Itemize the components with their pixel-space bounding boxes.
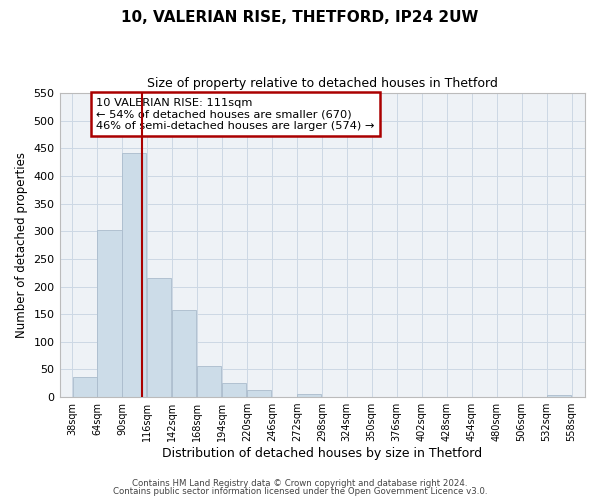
Bar: [247, 390, 271, 397]
Bar: [172, 310, 196, 397]
Text: Contains HM Land Registry data © Crown copyright and database right 2024.: Contains HM Land Registry data © Crown c…: [132, 478, 468, 488]
Bar: [197, 366, 221, 397]
Text: 10, VALERIAN RISE, THETFORD, IP24 2UW: 10, VALERIAN RISE, THETFORD, IP24 2UW: [121, 10, 479, 25]
Bar: [73, 376, 97, 397]
Bar: [547, 395, 571, 397]
Text: 10 VALERIAN RISE: 111sqm
← 54% of detached houses are smaller (670)
46% of semi-: 10 VALERIAN RISE: 111sqm ← 54% of detach…: [97, 98, 374, 131]
X-axis label: Distribution of detached houses by size in Thetford: Distribution of detached houses by size …: [162, 447, 482, 460]
Bar: [223, 382, 247, 397]
Text: Contains public sector information licensed under the Open Government Licence v3: Contains public sector information licen…: [113, 487, 487, 496]
Y-axis label: Number of detached properties: Number of detached properties: [15, 152, 28, 338]
Bar: [122, 154, 146, 397]
Bar: [297, 394, 322, 397]
Bar: [97, 230, 122, 397]
Bar: [148, 278, 172, 397]
Title: Size of property relative to detached houses in Thetford: Size of property relative to detached ho…: [147, 78, 498, 90]
